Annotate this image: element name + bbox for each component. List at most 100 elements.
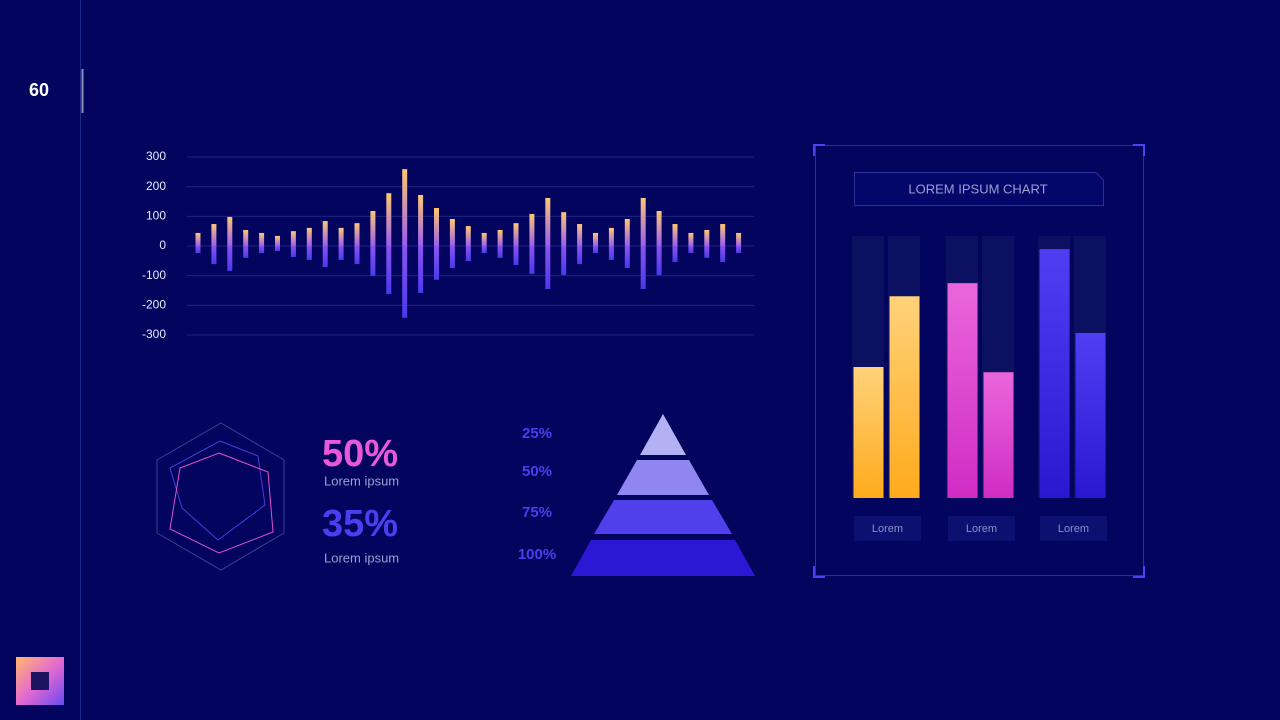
pyramid-level bbox=[617, 460, 709, 495]
bar bbox=[338, 227, 344, 246]
bar bbox=[259, 246, 265, 254]
bar bbox=[370, 246, 376, 276]
stat-label: Lorem ipsum bbox=[324, 473, 399, 488]
bar bbox=[449, 219, 455, 246]
x-tick-label: Lorem bbox=[872, 523, 903, 535]
pyramid-level bbox=[594, 500, 732, 534]
bar bbox=[402, 169, 408, 246]
bar bbox=[322, 221, 328, 246]
bar bbox=[561, 246, 567, 276]
bar bbox=[275, 235, 280, 246]
label-box bbox=[1040, 516, 1107, 541]
bar bbox=[593, 246, 598, 254]
bar bbox=[497, 246, 503, 258]
title-box bbox=[854, 172, 1104, 206]
y-tick-label: 0 bbox=[159, 238, 166, 252]
bar bbox=[656, 246, 662, 276]
bar bbox=[465, 246, 471, 262]
y-tick-label: 100 bbox=[146, 209, 166, 223]
bar bbox=[481, 246, 487, 254]
bar bbox=[983, 372, 1014, 498]
bar bbox=[736, 246, 742, 254]
radar-shape bbox=[169, 452, 274, 554]
bar bbox=[640, 246, 646, 290]
bar bbox=[386, 246, 392, 295]
bar bbox=[322, 246, 328, 268]
bar bbox=[195, 232, 201, 246]
bar bbox=[608, 227, 614, 246]
bar bbox=[211, 224, 217, 246]
bar bbox=[290, 231, 296, 246]
logo-inner bbox=[31, 672, 49, 690]
bar bbox=[688, 246, 694, 254]
bar bbox=[688, 232, 694, 246]
bar bbox=[529, 246, 535, 274]
bar bbox=[513, 223, 519, 246]
bar bbox=[545, 197, 551, 246]
y-tick-label: -100 bbox=[142, 268, 166, 282]
bar bbox=[704, 246, 710, 258]
pyramid-level bbox=[640, 414, 686, 455]
bar bbox=[608, 246, 614, 260]
bar bbox=[889, 296, 920, 498]
x-tick-label: Lorem bbox=[966, 523, 997, 535]
bar bbox=[259, 232, 265, 246]
bar bbox=[434, 208, 439, 246]
pyramid-label: 100% bbox=[518, 546, 556, 563]
bar bbox=[736, 232, 742, 246]
pyramid-label: 75% bbox=[522, 504, 552, 521]
bar bbox=[354, 223, 360, 246]
bar bbox=[1039, 249, 1070, 498]
bar bbox=[449, 246, 455, 268]
y-tick-label: -300 bbox=[142, 327, 166, 341]
bar bbox=[672, 246, 678, 263]
panel-corners bbox=[813, 144, 1145, 578]
page-number: 60 bbox=[29, 80, 49, 100]
bar bbox=[306, 246, 312, 260]
bar bbox=[577, 246, 583, 265]
bar bbox=[704, 229, 710, 246]
bar bbox=[720, 224, 726, 246]
bar bbox=[243, 246, 249, 258]
bar bbox=[656, 210, 662, 246]
y-tick-label: -200 bbox=[142, 298, 166, 312]
bar bbox=[290, 246, 296, 257]
pyramid-label: 50% bbox=[522, 463, 552, 480]
radar-frame bbox=[156, 422, 285, 571]
bar bbox=[545, 246, 551, 290]
bar bbox=[624, 219, 630, 246]
bar bbox=[853, 367, 884, 498]
bar bbox=[306, 227, 312, 246]
stat-value: 35% bbox=[322, 503, 398, 545]
bar bbox=[370, 210, 376, 246]
label-box bbox=[854, 516, 921, 541]
bar bbox=[720, 246, 726, 263]
bar bbox=[227, 216, 233, 246]
bar bbox=[418, 194, 424, 246]
bar bbox=[497, 229, 503, 246]
bar bbox=[561, 212, 567, 246]
radar-shape bbox=[169, 440, 266, 541]
stat-label: Lorem ipsum bbox=[324, 550, 399, 565]
pyramid-level bbox=[571, 540, 755, 576]
bar bbox=[672, 224, 678, 246]
bar bbox=[418, 246, 424, 293]
bar bbox=[227, 246, 233, 271]
stat-value: 50% bbox=[322, 433, 398, 475]
chart-title: LOREM IPSUM CHART bbox=[908, 181, 1047, 196]
bar bbox=[593, 232, 598, 246]
label-box bbox=[948, 516, 1015, 541]
bar bbox=[211, 246, 217, 265]
bar bbox=[1075, 332, 1106, 498]
bar bbox=[275, 246, 280, 252]
bar bbox=[338, 246, 344, 260]
pyramid-label: 25% bbox=[522, 425, 552, 442]
bar bbox=[624, 246, 630, 268]
bar bbox=[513, 246, 519, 265]
bar bbox=[354, 246, 360, 265]
bar bbox=[243, 229, 249, 246]
bar bbox=[434, 246, 439, 280]
y-tick-label: 300 bbox=[146, 149, 166, 163]
bar bbox=[481, 232, 487, 246]
